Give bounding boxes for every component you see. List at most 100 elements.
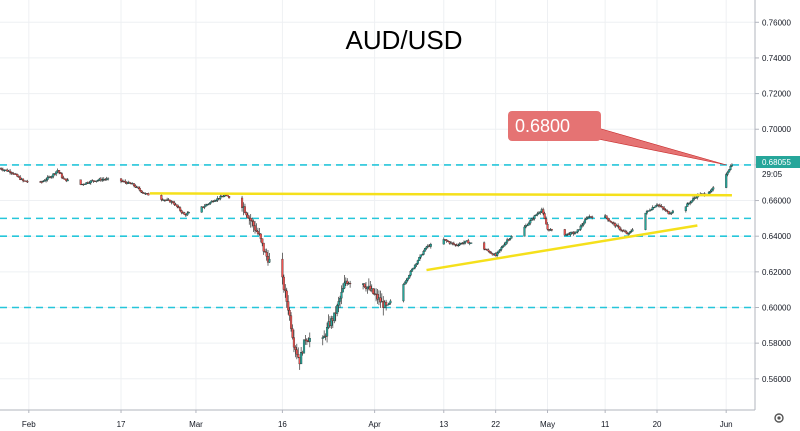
y-tick-label: 0.62000 — [762, 268, 791, 277]
candle-body — [510, 236, 513, 239]
candle-body — [50, 176, 53, 178]
candle-body — [60, 173, 64, 178]
candle-body — [216, 198, 219, 201]
candle-body — [498, 249, 502, 252]
candle-body — [9, 170, 12, 173]
candle-body — [241, 197, 244, 208]
candle-body — [262, 242, 265, 252]
x-axis-bg — [0, 410, 800, 431]
candle-body — [667, 211, 670, 215]
candle-body — [689, 202, 692, 204]
x-tick-label: 11 — [601, 420, 610, 429]
candle-body — [289, 315, 293, 329]
candle-body — [418, 257, 421, 261]
candle-body — [45, 179, 48, 181]
candle-body — [408, 275, 411, 279]
candle-body — [369, 285, 372, 291]
candle-body — [609, 220, 612, 223]
candle-body — [402, 284, 405, 302]
candle-body — [651, 207, 654, 210]
candle-body — [654, 205, 657, 208]
candle-body — [302, 339, 306, 354]
candle-body — [614, 223, 617, 227]
candle-body — [177, 206, 180, 208]
candle-body — [670, 212, 673, 214]
settings-icon[interactable] — [774, 413, 784, 423]
candle-body — [17, 176, 20, 178]
candle-body — [11, 172, 15, 174]
trendline — [426, 224, 698, 272]
last-price-tag-bg — [756, 156, 800, 168]
candle-body — [134, 185, 137, 188]
candle-body — [40, 181, 43, 183]
candle-body — [464, 240, 467, 243]
candle-body — [578, 229, 581, 231]
candle-body — [58, 170, 61, 173]
candle-body — [497, 250, 500, 253]
candle-body — [179, 207, 182, 211]
candle-body — [337, 301, 340, 306]
candle-body — [537, 212, 540, 214]
candle-body — [268, 258, 271, 263]
candle-body — [608, 219, 611, 222]
candle-body — [644, 212, 647, 230]
candle-body — [501, 245, 504, 248]
candle-body — [526, 225, 529, 227]
candle-body — [664, 209, 667, 211]
candle-body — [452, 243, 455, 245]
candle-body — [128, 181, 131, 184]
candle-body — [527, 222, 530, 226]
candle-body — [183, 212, 186, 215]
candle-body — [496, 252, 499, 257]
candle-body — [228, 196, 231, 199]
candle-body — [661, 206, 664, 209]
candle-body — [281, 258, 284, 278]
candle-body — [583, 219, 587, 224]
candle-body — [389, 300, 392, 304]
candle-body — [386, 304, 389, 306]
candle-body — [252, 221, 255, 226]
candle-body — [287, 301, 290, 311]
candle-body — [321, 337, 324, 339]
candle-body — [691, 198, 695, 201]
x-tick-label: Jun — [720, 420, 733, 429]
last-price-label: 0.68055 — [762, 158, 791, 167]
candle-body — [509, 238, 512, 240]
y-tick-label: 0.56000 — [762, 375, 791, 384]
candle-body — [730, 164, 733, 167]
candle-body — [612, 222, 615, 224]
candle-body — [308, 338, 311, 342]
candle-body — [46, 177, 49, 180]
candle-body — [582, 222, 585, 226]
candle-body — [176, 204, 179, 207]
candle-body — [363, 283, 366, 287]
candle-body — [256, 231, 259, 234]
candles — [0, 163, 733, 370]
candle-body — [209, 202, 212, 204]
candle-body — [429, 244, 432, 247]
candle-body — [330, 318, 333, 326]
candle-body — [140, 190, 143, 193]
candle-body — [617, 225, 620, 227]
candle-body — [204, 204, 208, 207]
candle-body — [338, 297, 342, 302]
candle-body — [447, 240, 450, 242]
candle-body — [487, 249, 490, 252]
candle-body — [506, 239, 509, 243]
x-tick-label: 16 — [278, 420, 287, 429]
candle-body — [658, 205, 661, 207]
y-tick-label: 0.70000 — [762, 125, 791, 134]
candle-body — [333, 312, 336, 321]
y-axis: 0.760000.740000.720000.700000.680000.660… — [754, 0, 800, 431]
candle-body — [709, 191, 712, 193]
candle-body — [591, 216, 594, 218]
candle-body — [147, 193, 150, 196]
callout-label: 0.6800 — [515, 116, 570, 136]
candle-body — [141, 191, 144, 194]
candle-body — [246, 214, 249, 219]
callout-pointer — [597, 127, 727, 166]
y-tick-label: 0.76000 — [762, 18, 791, 27]
y-tick-label: 0.72000 — [762, 90, 791, 99]
candle-body — [416, 260, 419, 264]
